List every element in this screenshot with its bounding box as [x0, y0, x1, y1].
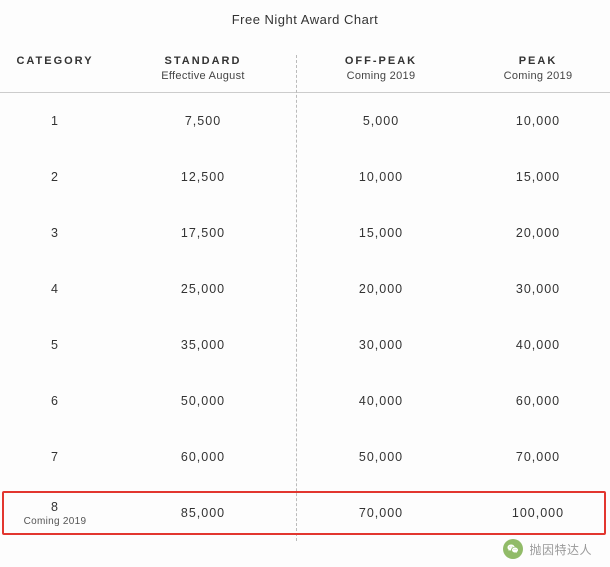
watermark: 抛因特达人 [503, 539, 592, 559]
peak-cell: 20,000 [466, 226, 610, 240]
table-row: 8 Coming 201985,00070,000100,000 [0, 485, 610, 541]
category-cell: 7 [0, 450, 110, 464]
table-row: 535,00030,00040,000 [0, 317, 610, 373]
category-cell: 8 [0, 500, 110, 514]
peak-cell: 60,000 [466, 394, 610, 408]
offpeak-cell: 70,000 [296, 506, 466, 520]
col-header-peak: PEAK [466, 55, 610, 67]
table-row: 650,00040,00060,000 [0, 373, 610, 429]
peak-cell: 30,000 [466, 282, 610, 296]
offpeak-cell: 40,000 [296, 394, 466, 408]
table-row: 317,50015,00020,000 [0, 205, 610, 261]
table-row: 17,5005,00010,000 [0, 93, 610, 149]
peak-cell: 40,000 [466, 338, 610, 352]
peak-cell: 70,000 [466, 450, 610, 464]
standard-cell: 85,000 [110, 506, 296, 520]
table-row: 212,50010,00015,000 [0, 149, 610, 205]
standard-cell: 17,500 [110, 226, 296, 240]
col-header-offpeak-sub: Coming 2019 [296, 70, 466, 82]
standard-cell: 60,000 [110, 450, 296, 464]
offpeak-cell: 10,000 [296, 170, 466, 184]
offpeak-cell: 20,000 [296, 282, 466, 296]
category-cell: 4 [0, 282, 110, 296]
table-row: 425,00020,00030,000 [0, 261, 610, 317]
col-header-offpeak: OFF-PEAK [296, 55, 466, 67]
col-header-peak-sub: Coming 2019 [466, 70, 610, 82]
offpeak-cell: 5,000 [296, 114, 466, 128]
col-header-category: CATEGORY [0, 55, 110, 67]
table-row: 760,00050,00070,000 [0, 429, 610, 485]
offpeak-cell: 15,000 [296, 226, 466, 240]
award-chart: CATEGORY STANDARD Effective August OFF-P… [0, 55, 610, 541]
peak-cell: 100,000 [466, 506, 610, 520]
col-header-standard: STANDARD [110, 55, 296, 67]
col-header-standard-sub: Effective August [110, 70, 296, 82]
category-subtext: Coming 2019 [0, 516, 110, 527]
category-cell: 6 [0, 394, 110, 408]
table-header: CATEGORY STANDARD Effective August OFF-P… [0, 55, 610, 93]
page-title: Free Night Award Chart [0, 0, 610, 55]
standard-cell: 7,500 [110, 114, 296, 128]
category-cell: 3 [0, 226, 110, 240]
category-cell: 5 [0, 338, 110, 352]
standard-cell: 50,000 [110, 394, 296, 408]
standard-cell: 12,500 [110, 170, 296, 184]
offpeak-cell: 30,000 [296, 338, 466, 352]
offpeak-cell: 50,000 [296, 450, 466, 464]
peak-cell: 15,000 [466, 170, 610, 184]
standard-cell: 25,000 [110, 282, 296, 296]
category-cell: 1 [0, 114, 110, 128]
standard-cell: 35,000 [110, 338, 296, 352]
watermark-text: 抛因特达人 [529, 541, 592, 558]
category-cell: 2 [0, 170, 110, 184]
wechat-icon [503, 539, 523, 559]
peak-cell: 10,000 [466, 114, 610, 128]
